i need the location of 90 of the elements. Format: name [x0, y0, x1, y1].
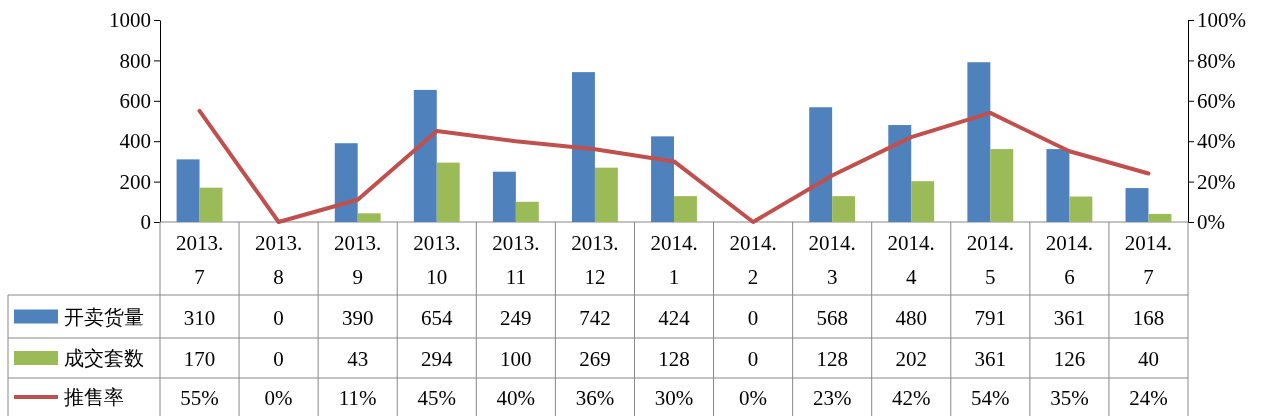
x-tick-label: 2013.10 [413, 231, 461, 289]
legend-label: 开卖货量 [64, 305, 144, 328]
data-label: 43 [347, 347, 369, 371]
data-label: 40 [1137, 347, 1159, 371]
bar [571, 72, 595, 222]
y2-tick-label: 80% [1197, 48, 1236, 73]
y2-tick-label: 20% [1197, 169, 1236, 194]
y-tick-label: 400 [119, 129, 151, 154]
x-tick-label: 2014.1 [650, 231, 698, 289]
bar [911, 181, 935, 222]
data-label: 0 [747, 347, 759, 371]
y2-tick-label: 0% [1197, 210, 1225, 235]
bar [357, 213, 381, 222]
bar [515, 201, 539, 222]
data-label: 11% [338, 386, 377, 410]
data-label: 480 [895, 305, 927, 330]
x-tick-label: 2013.11 [492, 231, 540, 289]
x-tick-label: 2013.9 [334, 231, 382, 289]
data-label: 202 [895, 347, 927, 371]
data-label: 36% [575, 386, 615, 410]
data-label: 0 [273, 305, 284, 330]
bar [809, 107, 833, 222]
data-label: 249 [500, 305, 532, 330]
bar [413, 89, 437, 222]
data-label: 45% [417, 386, 457, 410]
data-label: 310 [183, 305, 216, 330]
bar [990, 149, 1014, 222]
bar [436, 162, 460, 222]
data-label: 55% [180, 386, 219, 410]
data-label: 40% [496, 386, 536, 410]
x-tick-label: 2013.7 [175, 231, 224, 289]
data-label: 54% [971, 386, 1010, 410]
bar [199, 187, 223, 222]
data-label: 42% [891, 386, 931, 410]
data-label: 126 [1053, 347, 1086, 371]
data-label: 294 [421, 347, 454, 371]
data-label: 128 [658, 347, 690, 371]
bar [651, 136, 674, 222]
data-label: 390 [341, 305, 374, 330]
x-tick-label: 2013.8 [254, 231, 303, 289]
y2-tick-label: 60% [1197, 89, 1236, 114]
data-label: 23% [812, 386, 852, 410]
bar [832, 196, 856, 222]
x-tick-label: 2014.3 [808, 231, 856, 289]
bar [1148, 213, 1172, 222]
data-label: 0 [747, 305, 759, 330]
x-tick-label: 2014.2 [729, 231, 777, 289]
data-label: 568 [816, 305, 848, 330]
bar [967, 62, 991, 222]
legend-label: 成交套数 [64, 347, 144, 369]
data-label: 742 [579, 305, 611, 330]
bar [176, 159, 200, 222]
y2-tick-label: 100% [1197, 8, 1246, 33]
y-tick-label: 200 [119, 169, 151, 194]
data-label: 361 [974, 347, 1007, 371]
line-series [197, 108, 1151, 224]
x-tick-label: 2014.6 [1045, 231, 1094, 289]
y-tick-label: 1000 [109, 8, 151, 33]
y2-tick-label: 40% [1197, 129, 1236, 154]
bar [1069, 196, 1093, 222]
y-tick-label: 600 [119, 89, 151, 114]
data-label: 654 [421, 305, 454, 330]
y-tick-label: 0 [140, 210, 151, 235]
bar [492, 171, 516, 222]
bar [1125, 188, 1149, 222]
data-label: 791 [974, 305, 1007, 330]
data-label: 168 [1132, 305, 1165, 330]
data-label: 424 [658, 305, 691, 330]
data-label: 0% [264, 386, 293, 410]
data-label: 0% [739, 386, 768, 410]
bar [888, 125, 912, 222]
data-label: 269 [579, 347, 611, 371]
data-label: 170 [183, 347, 216, 371]
legend-label: 推售率 [64, 386, 124, 408]
data-label: 0 [273, 347, 284, 371]
bar [674, 196, 697, 222]
x-tick-label: 2013.12 [571, 231, 619, 289]
data-label: 100 [500, 347, 532, 371]
bar [594, 167, 618, 222]
x-tick-label: 2014.7 [1124, 231, 1173, 289]
data-label: 24% [1129, 386, 1168, 410]
data-label: 361 [1053, 305, 1086, 330]
data-label: 128 [816, 347, 848, 371]
data-label: 30% [654, 386, 694, 410]
data-label: 35% [1050, 386, 1089, 410]
x-tick-label: 2014.4 [887, 231, 935, 289]
y-tick-label: 800 [119, 48, 151, 73]
bar [1046, 149, 1070, 222]
bar [334, 143, 358, 222]
x-tick-label: 2014.5 [966, 231, 1014, 289]
